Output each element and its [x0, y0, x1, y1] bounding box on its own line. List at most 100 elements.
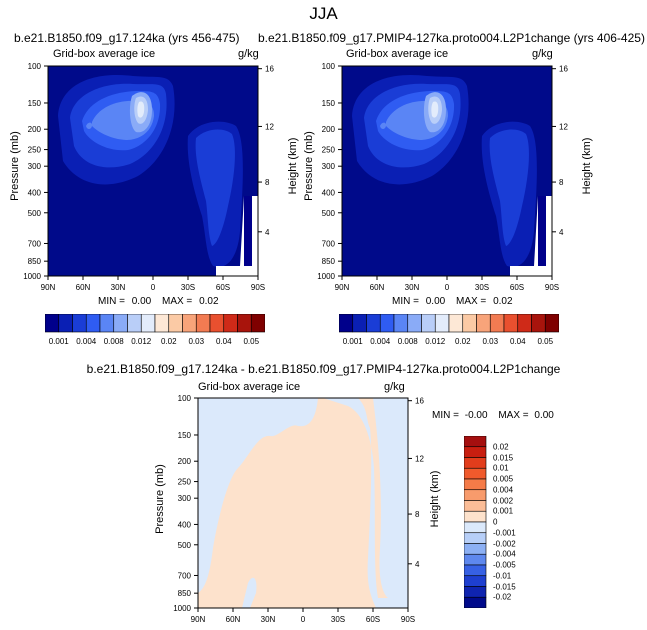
colorbar-label: -0.001 [493, 528, 516, 538]
panel3-max: 0.00 [534, 410, 554, 421]
colorbar-swatch [489, 314, 505, 333]
y-tick-label: 200 [178, 457, 192, 466]
colorbar-swatch [434, 314, 450, 333]
colorbar-swatch [366, 314, 381, 333]
y2-tick-label: 8 [265, 178, 270, 187]
page-title: JJA [309, 4, 338, 23]
colorbar-swatch [544, 314, 559, 333]
x-tick-label: 90S [545, 283, 559, 292]
panel3-left-label: Grid-box average ice [198, 381, 301, 393]
colorbar-swatch [464, 596, 487, 608]
colorbar-label: 0.001 [48, 337, 69, 346]
x-tick-label: 60S [216, 283, 230, 292]
panel1-ylabel: Pressure (mb) [9, 131, 21, 201]
colorbar-swatch [464, 564, 487, 577]
panel2-units: g/kg [532, 48, 553, 60]
colorbar-label: 0.04 [509, 337, 526, 346]
y-tick-label: 1000 [173, 604, 191, 613]
colorbar-swatch [379, 314, 395, 333]
y-tick-label: 250 [178, 478, 192, 487]
colorbar-swatch [154, 314, 170, 333]
ice-contour-sh2 [195, 129, 235, 246]
colorbar-label: -0.015 [493, 582, 516, 591]
y-tick-label: 400 [178, 520, 192, 529]
y-tick-label: 700 [28, 239, 42, 248]
panel3-y2label: Height (km) [429, 470, 441, 528]
panel2-title: b.e21.B1850.f09_g17.PMIP4-127ka.proto004… [258, 31, 645, 45]
colorbar-label: 0.01 [493, 463, 509, 473]
colorbar-swatch [407, 314, 422, 333]
y-tick-label: 1000 [317, 272, 335, 281]
x-tick-label: 60N [76, 283, 91, 292]
y-tick-label: 150 [28, 99, 42, 108]
y-tick-label: 500 [178, 541, 192, 550]
panel1-max-label: MAX = [161, 296, 193, 307]
panel1-plot: 90N 60N 30N 0 30S 60S 90S 100 150 200 250 300 400 500… [23, 62, 274, 292]
colorbar-swatch [250, 314, 265, 333]
y-tick-label: 100 [28, 62, 42, 71]
panel2-left-label: Grid-box average ice [346, 48, 449, 60]
colorbar-swatch [127, 314, 142, 333]
diff-negative-sh [323, 398, 408, 608]
panel3-ylabel: Pressure (mb) [154, 464, 166, 534]
y-tick-label: 850 [178, 589, 192, 598]
panel3-stats: MIN = -0.00 MAX = 0.00 [432, 410, 554, 421]
x-tick-label: 0 [151, 283, 156, 292]
colorbar-swatch [140, 314, 156, 333]
colorbar-label: 0.05 [243, 337, 260, 346]
colorbar-label: 0.02 [160, 337, 177, 346]
x-tick-label: 0 [301, 615, 306, 624]
x-tick-label: 90N [191, 615, 206, 624]
colorbar-swatch [223, 314, 238, 333]
colorbar-swatch [168, 314, 183, 333]
colorbar-swatch [464, 510, 487, 523]
panel1-max: 0.02 [199, 296, 219, 307]
colorbar-swatch [393, 314, 409, 333]
y-tick-label: 150 [178, 431, 192, 440]
panel1-stats: MIN = 0.00 MAX = 0.02 [98, 296, 219, 307]
colorbar1-labels: 0.001 0.004 0.008 0.012 0.02 0.03 0.04 0.05 [45, 337, 265, 349]
x-tick-label: 60S [510, 283, 524, 292]
x-tick-label: 30S [475, 283, 489, 292]
colorbar-label: -0.02 [493, 592, 512, 602]
colorbar-swatch [339, 314, 354, 333]
diff-negative-edge [388, 398, 408, 608]
colorbar-label: -0.005 [493, 560, 516, 570]
y2-tick-label: 4 [559, 228, 564, 237]
colorbar-swatch [113, 314, 128, 333]
panel2-y2label: Height (km) [581, 137, 593, 195]
colorbar-label: 0.015 [493, 453, 514, 462]
panel1-left-label: Grid-box average ice [53, 48, 156, 60]
ice-contour-edge [244, 196, 252, 266]
y-tick-label: 400 [28, 188, 42, 197]
colorbar-swatch [421, 314, 436, 333]
colorbar-swatch [517, 314, 532, 333]
colorbar-label: 0.008 [397, 337, 418, 346]
ice-contour-sh2 [489, 129, 529, 246]
y-tick-label: 250 [28, 146, 42, 155]
x-tick-label: 30N [261, 615, 276, 624]
colorbar-swatch [464, 478, 487, 491]
y2-tick-label: 4 [265, 228, 270, 237]
y2-tick-label: 8 [559, 178, 564, 187]
x-tick-label: 60N [226, 615, 241, 624]
panel2-min-label: MIN = [392, 296, 419, 307]
x-tick-label: 90S [251, 283, 265, 292]
colorbar-label: 0.02 [454, 337, 471, 346]
ice-contour-level7 [137, 101, 145, 118]
colorbar-swatch [503, 314, 519, 333]
panel3-min-label: MIN = [432, 410, 459, 421]
panel3-units: g/kg [384, 381, 405, 393]
colorbar-swatch [464, 521, 487, 534]
colorbar-swatch [464, 457, 487, 469]
colorbar-label: -0.004 [493, 549, 516, 559]
colorbar-label: 0.04 [215, 337, 232, 346]
colorbar-swatch [352, 314, 367, 333]
y2-tick-label: 12 [559, 122, 568, 131]
colorbar-swatch [209, 314, 225, 333]
y-tick-label: 700 [322, 239, 336, 248]
panel2-max-label: MAX = [455, 296, 487, 307]
y-tick-label: 150 [322, 99, 336, 108]
ice-contour-level7 [431, 101, 439, 118]
colorbar-label: 0.004 [493, 485, 514, 495]
